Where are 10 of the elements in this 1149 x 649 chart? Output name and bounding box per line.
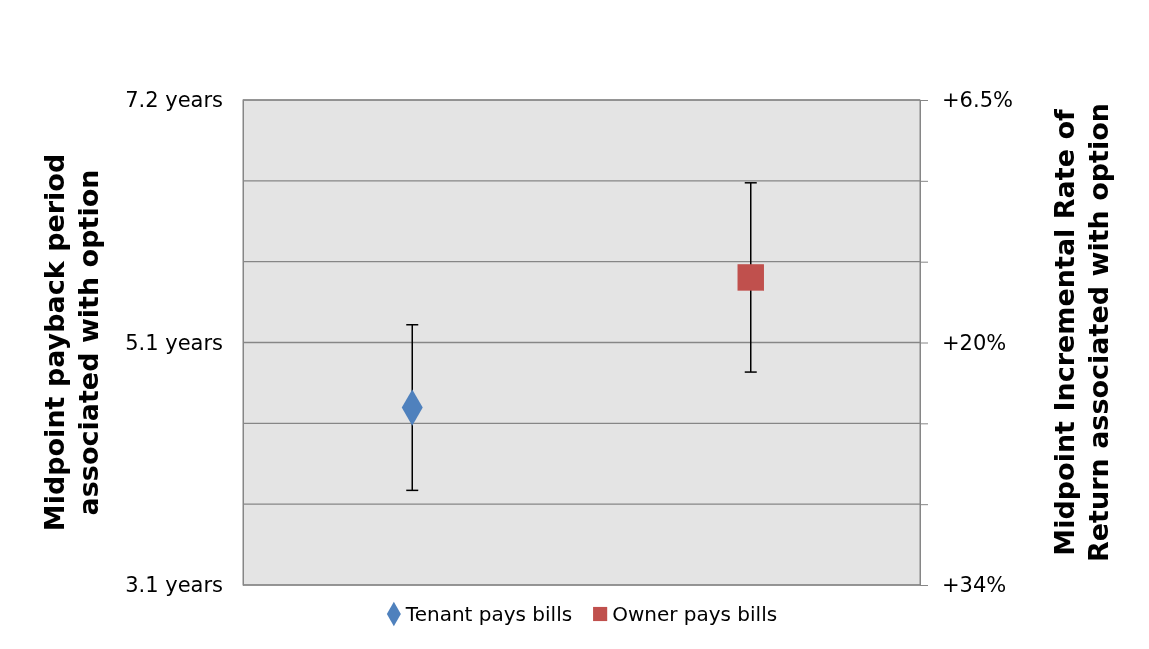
- y2-axis-title: Midpoint Incremental Rate of Return associated with option: [1049, 102, 1114, 563]
- y-tick-label: 5.1 years: [125, 330, 223, 355]
- y-tick-label: 7.2 years: [125, 88, 223, 113]
- legend-label: Owner pays bills: [612, 602, 778, 626]
- y2-tick-label: +20%: [942, 330, 1007, 355]
- y2-tick-label: +34%: [942, 573, 1007, 598]
- legend-label: Tenant pays bills: [404, 602, 573, 626]
- y2-tick-label: +6.5%: [942, 88, 1013, 113]
- y-axis-title: Midpoint payback period associated with option: [39, 153, 104, 532]
- y-tick-label: 3.1 years: [125, 573, 223, 598]
